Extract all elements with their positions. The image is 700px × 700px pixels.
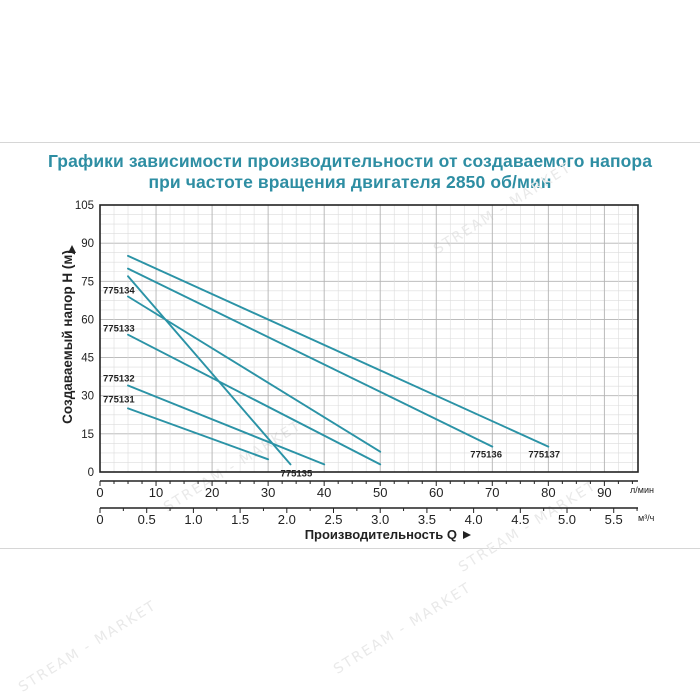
- series-label-775136: 775136: [470, 450, 502, 461]
- series-label-775132: 775132: [103, 374, 135, 385]
- x-axis-arrow-icon: [463, 531, 471, 539]
- series-label-775134: 775134: [103, 286, 135, 297]
- y-tick-label: 30: [81, 391, 94, 403]
- x-tick-label-secondary: 5.5: [605, 512, 623, 527]
- x-tick-label-primary: 80: [541, 485, 555, 500]
- y-axis-arrow-icon: [68, 245, 76, 253]
- series-line-775133: [127, 333, 382, 466]
- x-tick-label-secondary: 4.0: [465, 512, 483, 527]
- chart-title-line-2: при частоте вращения двигателя 2850 об/м…: [148, 172, 552, 192]
- series-line-775132: [127, 384, 326, 466]
- chart-title-line-1: Графики зависимости производительности о…: [47, 151, 653, 171]
- y-axis-ticks: 0 15 30 45 60 75 90 105: [75, 200, 94, 479]
- y-tick-label: 15: [81, 429, 94, 441]
- watermark-text: STREAM - MARKET: [161, 418, 305, 516]
- x-unit-secondary: м³/ч: [638, 513, 655, 523]
- series-line-775137: [127, 254, 550, 448]
- y-tick-label: 75: [81, 276, 94, 288]
- series-label-775133: 775133: [103, 324, 135, 335]
- plot-frame: [99, 204, 639, 473]
- x-tick-label-secondary: 4.5: [511, 512, 529, 527]
- series-layer: [127, 254, 550, 466]
- x-tick-label-primary: 50: [373, 485, 387, 500]
- x-tick-label-primary: 10: [149, 485, 163, 500]
- series-line-775134: [127, 295, 382, 453]
- chart-grid: [99, 204, 638, 473]
- series-label-775137: 775137: [528, 450, 560, 461]
- x-tick-label-secondary: 2.0: [278, 512, 296, 527]
- x-tick-label-secondary: 2.5: [324, 512, 342, 527]
- watermark-text: STREAM - MARKET: [331, 580, 475, 678]
- series-line-775135: [127, 275, 292, 466]
- x-tick-label-primary: 0: [96, 485, 103, 500]
- x-tick-label-primary: 90: [597, 485, 611, 500]
- x-tick-label-secondary: 1.0: [184, 512, 202, 527]
- x-tick-label-secondary: 3.5: [418, 512, 436, 527]
- x-tick-label-secondary: 3.0: [371, 512, 389, 527]
- x-tick-label-primary: 20: [205, 485, 219, 500]
- y-axis-title: Создаваемый напор H (м): [60, 250, 75, 424]
- bottom-divider: [0, 548, 700, 549]
- series-labels: 775131 775132 775133 775134 775135 775136 7751…: [103, 286, 560, 480]
- x-tick-label-secondary: 0: [96, 512, 103, 527]
- series-line-775131: [127, 407, 270, 461]
- x-tick-label-primary: 40: [317, 485, 331, 500]
- x-tick-label-secondary: 0.5: [138, 512, 156, 527]
- watermark-text: STREAM - MARKET: [16, 598, 160, 696]
- y-tick-label: 105: [75, 200, 94, 212]
- y-tick-label: 90: [81, 238, 94, 250]
- x-tick-label-secondary: 1.5: [231, 512, 249, 527]
- y-tick-label: 0: [88, 467, 94, 479]
- x-tick-label-primary: 60: [429, 485, 443, 500]
- series-label-775131: 775131: [103, 394, 135, 405]
- x-axis-title: Производительность Q: [305, 527, 457, 542]
- x-axis-primary: 0 10 20 30 40 50 60 70 80 90: [96, 480, 638, 500]
- x-tick-label-secondary: 5.0: [558, 512, 576, 527]
- top-divider: [0, 142, 700, 143]
- series-line-775136: [127, 267, 494, 448]
- x-unit-primary: л/мин: [630, 485, 654, 495]
- x-axis-secondary: 0 0.5 1.0 1.5 2.0 2.5 3.0 3.5 4.0 4.5 5.0 5.5: [96, 507, 638, 527]
- x-tick-label-primary: 30: [261, 485, 275, 500]
- series-label-775135: 775135: [281, 468, 313, 479]
- x-tick-label-primary: 70: [485, 485, 499, 500]
- y-tick-label: 45: [81, 353, 94, 365]
- y-tick-label: 60: [81, 314, 94, 326]
